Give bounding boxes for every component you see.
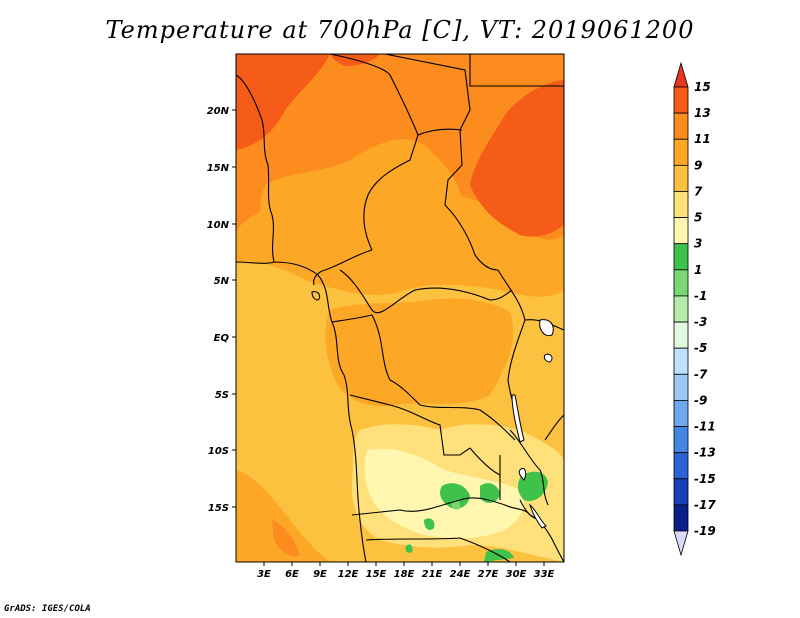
lon-label: 30E <box>506 569 527 580</box>
colorbar-swatch <box>673 138 689 166</box>
colorbar-label: -17 <box>694 498 716 512</box>
lat-label: 15N <box>207 163 230 174</box>
colorbar-label: 3 <box>694 237 702 251</box>
colorbar-label: 15 <box>694 80 711 94</box>
lat-ticks <box>232 109 236 508</box>
lat-label: 20N <box>207 106 230 117</box>
lon-label: 33E <box>534 569 555 580</box>
colorbar-swatch <box>673 321 689 349</box>
colorbar-label: -1 <box>694 289 707 303</box>
temperature-field <box>236 54 564 562</box>
colorbar-label: 7 <box>694 184 703 198</box>
colorbar-swatch <box>673 400 689 427</box>
colorbar-bottom-arrow <box>673 530 689 557</box>
lon-label: 15E <box>366 569 387 580</box>
colorbar-label: -15 <box>694 472 716 486</box>
field-region-9-basin <box>325 298 514 407</box>
colorbar-top-arrow <box>673 61 689 88</box>
lon-label: 27E <box>478 569 499 580</box>
colorbar-swatch <box>673 86 689 114</box>
colorbar-swatch <box>673 112 689 140</box>
field-patch-1-d <box>424 518 435 530</box>
field-region-9-sahel <box>260 139 463 262</box>
lon-label: 24E <box>450 569 471 580</box>
lat-label: EQ <box>214 333 230 344</box>
colorbar-label: -11 <box>694 420 716 434</box>
lon-label: 6E <box>285 569 299 580</box>
lon-label: 18E <box>394 569 415 580</box>
lon-label: 3E <box>257 569 271 580</box>
field-region-9-southwest <box>236 470 330 562</box>
lon-ticks <box>263 562 545 566</box>
colorbar-swatch <box>673 452 689 480</box>
colorbar-label: -3 <box>694 315 707 329</box>
colorbar-label: 5 <box>694 211 702 225</box>
colorbar-label: -13 <box>694 446 716 460</box>
field-patch-1-b <box>480 483 500 503</box>
field-patch-1-f <box>405 544 413 553</box>
lon-label: 12E <box>338 569 359 580</box>
colorbar-label: 13 <box>694 106 711 120</box>
colorbar-label: -7 <box>694 367 708 381</box>
colorbar-swatch <box>673 504 689 532</box>
chart-title: Temperature at 700hPa [C], VT: 201906120… <box>105 16 695 44</box>
field-region-13-northeast <box>470 80 564 237</box>
colorbar-label: 9 <box>694 158 702 172</box>
lat-label: 10S <box>208 446 229 457</box>
colorbar-label: -5 <box>694 341 707 355</box>
colorbar-swatch <box>673 347 689 375</box>
field-patch-neg1 <box>451 500 461 510</box>
lakes <box>511 319 554 529</box>
field-region-13-northwest <box>236 54 330 150</box>
lat-labels: 20N 15N 10N 5N EQ 5S 10S 15S <box>207 106 230 514</box>
colorbar-swatch <box>673 295 689 323</box>
lon-label: 21E <box>422 569 443 580</box>
colorbar-swatch <box>673 217 689 245</box>
lat-label: 10N <box>207 220 230 231</box>
field-spot-11-southwest <box>272 520 300 557</box>
lon-label: 9E <box>313 569 327 580</box>
field-patch-1-c <box>517 471 548 502</box>
lon-labels: 3E 6E 9E 12E 15E 18E 21E 24E 27E 30E 33E <box>257 569 554 580</box>
lat-label: 5S <box>215 390 229 401</box>
colorbar-swatch <box>673 269 689 297</box>
colorbar-swatch <box>673 426 689 454</box>
colorbar-swatch <box>673 164 689 192</box>
map-frame <box>235 53 565 563</box>
colorbar-swatch <box>673 243 689 271</box>
colorbar-label: -19 <box>694 524 716 538</box>
field-patch-1-a <box>440 483 470 509</box>
colorbar-label: 1 <box>694 263 702 277</box>
colorbar-swatch <box>673 191 689 218</box>
colorbar-swatch <box>673 478 689 506</box>
footer-credit: GrADS: IGES/COLA <box>4 604 91 614</box>
lat-label: 5N <box>214 276 230 287</box>
colorbar-label: 11 <box>694 132 711 146</box>
colorbar-label: -9 <box>694 393 707 407</box>
colorbar-swatch <box>673 373 689 401</box>
lat-label: 15S <box>208 503 229 514</box>
colorbar: 15 13 11 9 7 5 3 1 -1 -3 -5 -7 -9 -11 -13 -15 -17 -19 <box>673 61 716 557</box>
borders <box>236 54 564 562</box>
